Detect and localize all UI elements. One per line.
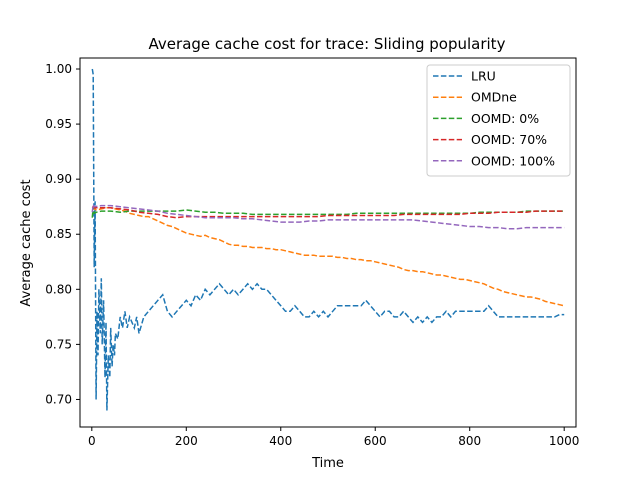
x-tick-label: 200: [175, 434, 198, 448]
y-tick-label: 0.95: [45, 117, 72, 131]
y-tick-label: 0.85: [45, 227, 72, 241]
legend-box: [426, 64, 571, 177]
series-line-omdne: [91, 206, 565, 307]
series-line-oomd-0: [91, 206, 565, 218]
y-tick-label: 0.90: [45, 172, 72, 186]
x-axis-label: Time: [311, 456, 344, 471]
y-tick-label: 0.75: [45, 337, 72, 351]
axes-frame: [79, 57, 577, 428]
legend-label-oomd-0: OOMD: 0%: [471, 111, 539, 126]
chart-title: Average cache cost for trace: Sliding po…: [149, 35, 506, 53]
y-axis: 0.70 0.75 0.80 0.85 0.90 0.95 1.00: [45, 62, 80, 406]
series-line-lru: [91, 68, 565, 411]
legend-label-lru: LRU: [471, 69, 496, 84]
legend-label-oomd-100: OOMD: 100%: [471, 153, 555, 168]
y-tick-label: 0.80: [45, 282, 72, 296]
legend-label-oomd-70: OOMD: 70%: [471, 132, 547, 147]
y-axis-label: Average cache cost: [19, 179, 34, 306]
y-tick-label: 0.70: [45, 392, 72, 406]
plot-area: [91, 68, 565, 411]
x-tick-label: 0: [88, 434, 96, 448]
legend-label-omdne: OMDne: [471, 90, 517, 105]
legend: LRU OMDne OOMD: 0% OOMD: 70% OOMD: 100%: [426, 64, 571, 177]
series-line-oomd-70: [91, 206, 565, 219]
x-tick-label: 1000: [549, 434, 580, 448]
x-axis: 0 200 400 600 800 1000: [88, 427, 579, 448]
y-tick-label: 1.00: [45, 62, 72, 76]
x-tick-label: 600: [364, 434, 387, 448]
x-tick-label: 400: [269, 434, 292, 448]
x-tick-label: 800: [458, 434, 481, 448]
series-line-oomd-100: [91, 201, 565, 230]
